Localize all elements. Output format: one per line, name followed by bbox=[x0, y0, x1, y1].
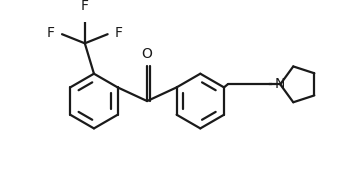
Text: N: N bbox=[274, 77, 284, 91]
Text: F: F bbox=[115, 26, 122, 40]
Text: F: F bbox=[81, 0, 89, 13]
Text: F: F bbox=[47, 26, 55, 40]
Text: O: O bbox=[142, 47, 152, 61]
